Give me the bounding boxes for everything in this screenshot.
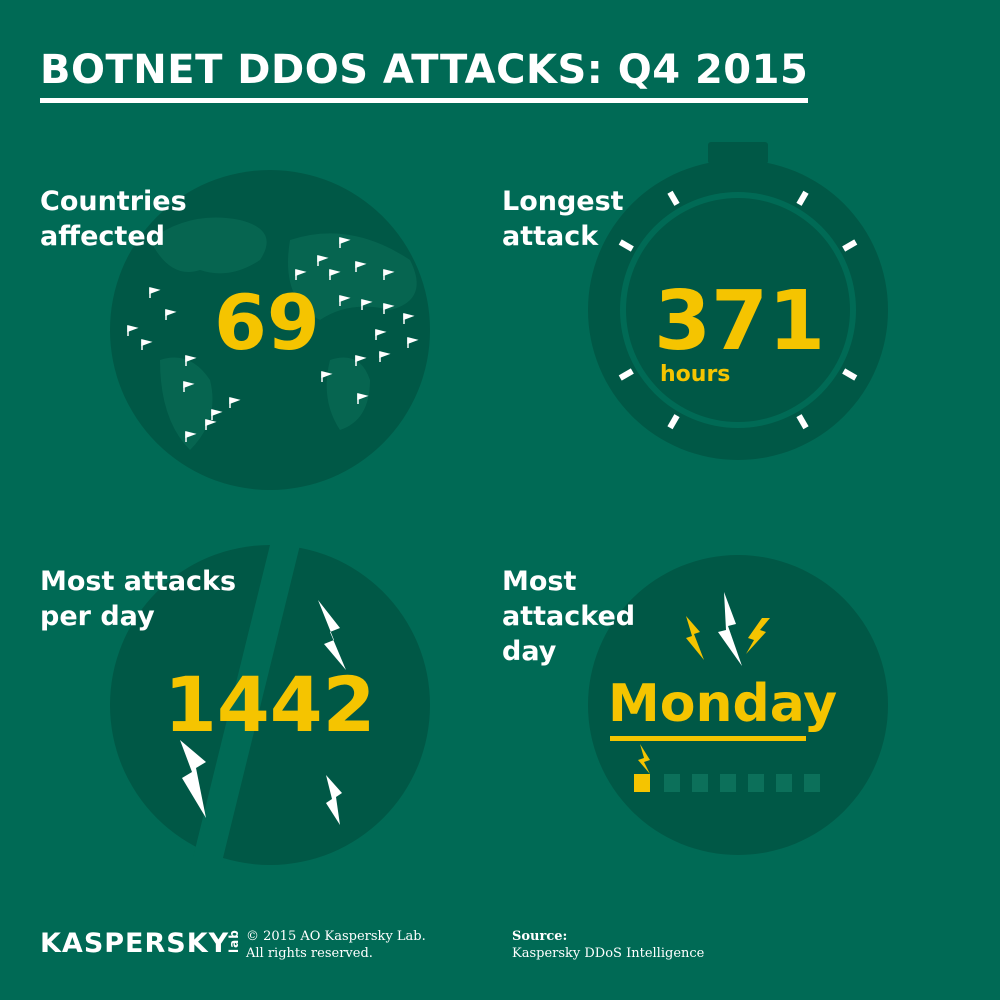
lightning-bolt-icon (686, 616, 704, 660)
most-day-label: Most attacked day (502, 564, 635, 669)
countries-value: 69 (214, 278, 320, 367)
most-day-label-line1: Most (502, 566, 577, 597)
most-day-label-line3: day (502, 636, 557, 667)
countries-label: Countries affected (40, 184, 187, 254)
most-per-day-label-line2: per day (40, 601, 155, 632)
most-per-day-label: Most attacks per day (40, 564, 236, 634)
logo-lab-text: lab (227, 929, 242, 953)
longest-value: 371 (654, 274, 826, 369)
stopwatch-icon (588, 142, 888, 460)
logo-text: KASPERSKY (40, 928, 230, 959)
most-day-value: Monday (608, 674, 838, 734)
source-value: Kaspersky DDoS Intelligence (512, 946, 705, 961)
copyright: © 2015 AO Kaspersky Lab. All rights rese… (246, 928, 426, 962)
flag-markers (127, 237, 419, 442)
lightning-bolt-icon (746, 618, 770, 654)
copyright-line1: © 2015 AO Kaspersky Lab. (246, 929, 426, 944)
copyright-line2: All rights reserved. (246, 946, 373, 961)
source-label: Source: (512, 929, 568, 944)
lightning-bolt-icon (318, 600, 346, 670)
source: Source: Kaspersky DDoS Intelligence (512, 928, 704, 962)
kaspersky-logo: KASPERSKYlab (40, 928, 253, 959)
longest-unit: hours (660, 362, 731, 387)
calendar-circle-icon (588, 555, 888, 855)
lightning-bolt-icon (180, 740, 206, 818)
longest-label-line1: Longest (502, 186, 624, 217)
most-day-label-line2: attacked (502, 601, 636, 632)
globe-icon (110, 170, 430, 490)
lightning-bolt-icon (326, 775, 342, 825)
countries-label-line2: affected (40, 221, 165, 252)
calendar-day-marker (634, 774, 650, 792)
longest-label-line2: attack (502, 221, 599, 252)
split-circle-icon (110, 545, 430, 870)
countries-label-line1: Countries (40, 186, 187, 217)
most-per-day-label-line1: Most attacks (40, 566, 237, 597)
most-per-day-value: 1442 (164, 660, 376, 749)
longest-label: Longest attack (502, 184, 624, 254)
page-title: BOTNET DDOS ATTACKS: Q4 2015 (40, 44, 809, 103)
